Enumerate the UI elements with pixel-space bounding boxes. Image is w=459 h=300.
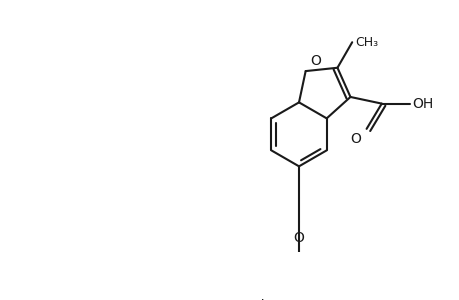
Text: O: O: [310, 54, 321, 68]
Text: O: O: [350, 132, 361, 146]
Text: CH₃: CH₃: [355, 36, 378, 49]
Text: Cl: Cl: [251, 299, 264, 300]
Text: OH: OH: [411, 97, 432, 111]
Text: O: O: [293, 231, 304, 245]
